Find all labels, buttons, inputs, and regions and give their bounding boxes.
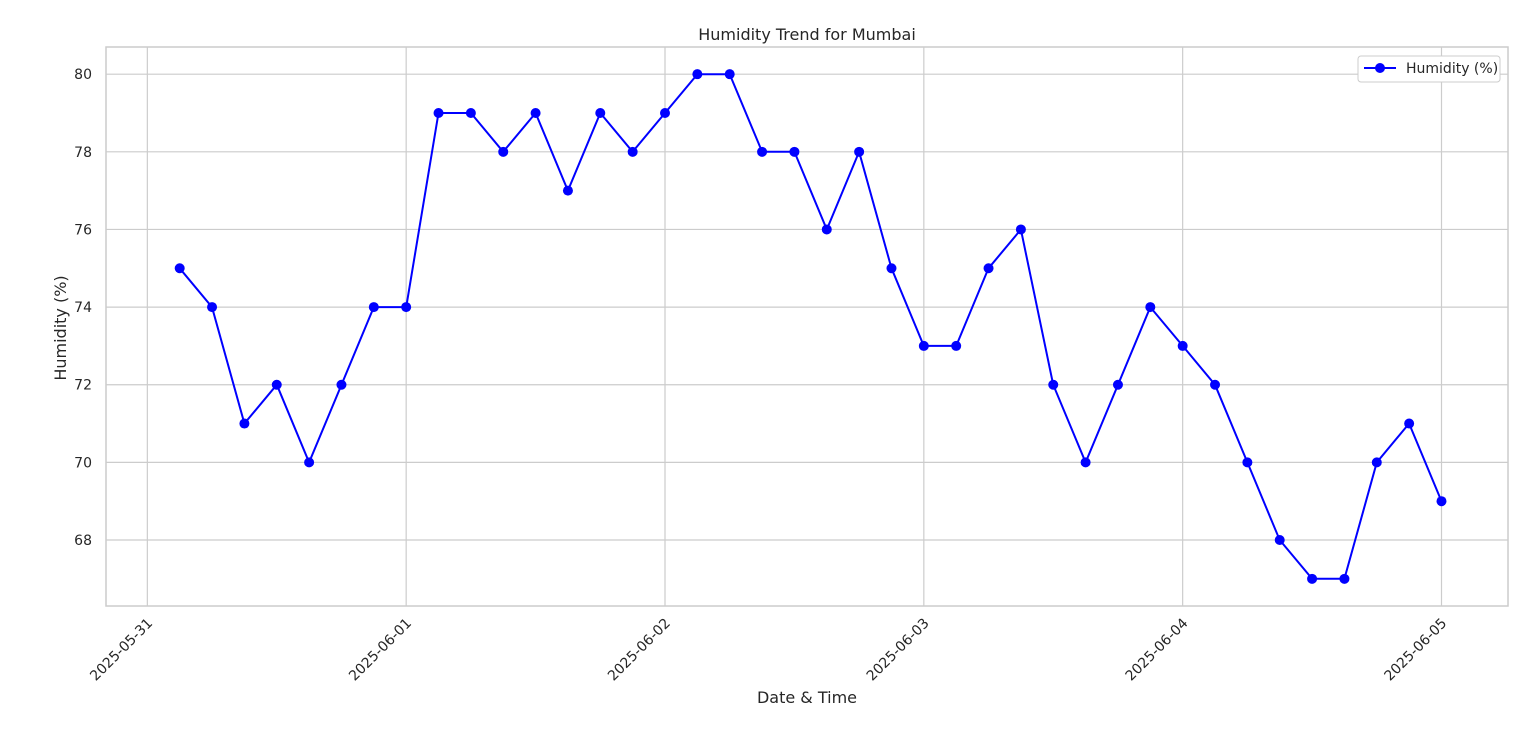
data-point <box>304 457 315 468</box>
data-point <box>1145 302 1156 313</box>
plot-frame <box>105 46 1509 607</box>
data-point <box>757 146 768 157</box>
data-point <box>530 107 541 118</box>
data-point <box>1242 457 1253 468</box>
x-tick-label: 2025-06-05 <box>1381 616 1450 685</box>
data-point <box>627 146 638 157</box>
data-point <box>595 107 606 118</box>
data-point <box>1080 457 1091 468</box>
series-line-humidity <box>178 73 1443 580</box>
y-tick-label: 74 <box>74 300 92 316</box>
data-point <box>368 302 379 313</box>
legend-marker-swatch <box>1375 63 1385 73</box>
data-point <box>433 107 444 118</box>
data-point <box>336 379 347 390</box>
data-point <box>951 340 962 351</box>
data-point <box>1210 379 1221 390</box>
x-tick-label: 2025-06-03 <box>864 616 933 685</box>
y-tick-label: 78 <box>74 145 92 161</box>
data-point <box>660 107 671 118</box>
y-axis-label: Humidity (%) <box>51 275 70 380</box>
legend-label: Humidity (%) <box>1406 61 1498 77</box>
x-tick-labels: 2025-05-31 2025-06-01 2025-06-02 2025-06-03… <box>87 615 1450 684</box>
data-point <box>239 418 250 429</box>
data-points <box>174 69 1447 584</box>
data-point <box>498 146 509 157</box>
y-tick-label: 70 <box>74 455 92 471</box>
y-tick-label: 80 <box>74 67 92 83</box>
x-tick-label: 2025-06-04 <box>1123 615 1192 684</box>
data-point <box>207 302 218 313</box>
legend: Humidity (%) <box>1357 55 1501 83</box>
x-tick-label: 2025-06-02 <box>605 616 674 685</box>
y-tick-label: 72 <box>74 378 92 394</box>
data-point <box>1177 340 1188 351</box>
y-gridlines <box>106 73 1508 541</box>
x-tick-label: 2025-05-31 <box>87 616 156 685</box>
data-point <box>1015 224 1026 235</box>
data-point <box>401 302 412 313</box>
y-tick-label: 76 <box>74 222 92 238</box>
data-point <box>692 69 703 80</box>
x-gridlines <box>146 47 1443 606</box>
data-point <box>1436 496 1447 507</box>
data-point <box>1404 418 1415 429</box>
chart-title: Humidity Trend for Mumbai <box>698 25 916 44</box>
data-point <box>918 340 929 351</box>
data-point <box>1371 457 1382 468</box>
data-point <box>886 263 897 274</box>
data-point <box>1307 573 1318 584</box>
legend-box <box>1357 55 1501 83</box>
data-point <box>1048 379 1059 390</box>
data-point <box>821 224 832 235</box>
data-point <box>465 107 476 118</box>
y-tick-label: 68 <box>74 533 92 549</box>
y-tick-labels: 68 70 72 74 76 78 80 <box>74 67 92 549</box>
data-point <box>983 263 994 274</box>
data-point <box>271 379 282 390</box>
x-axis-label: Date & Time <box>757 688 857 707</box>
data-point <box>1274 535 1285 546</box>
x-tick-label: 2025-06-01 <box>346 616 415 685</box>
data-point <box>1339 573 1350 584</box>
data-point <box>854 146 865 157</box>
data-point <box>1112 379 1123 390</box>
data-point <box>724 69 735 80</box>
data-point <box>789 146 800 157</box>
data-point <box>174 263 185 274</box>
data-point <box>562 185 573 196</box>
